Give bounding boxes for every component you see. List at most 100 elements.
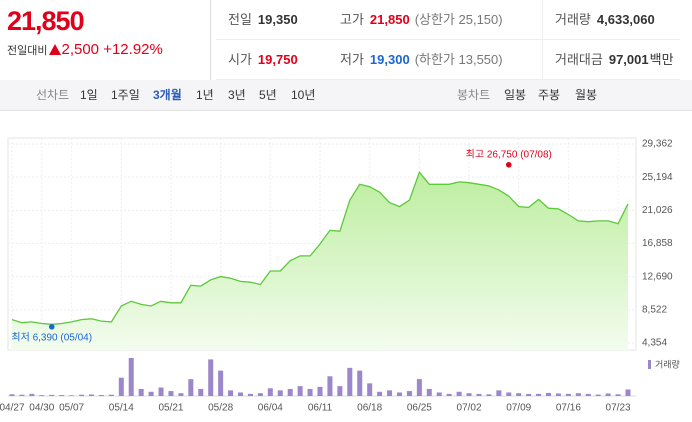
y-tick-label: 12,690 bbox=[642, 271, 673, 282]
tab[interactable]: 3년 bbox=[228, 88, 246, 102]
annotation-dot bbox=[48, 323, 55, 330]
volume-bar bbox=[108, 394, 114, 396]
volume-bar bbox=[238, 392, 244, 396]
y-tick-label: 16,858 bbox=[642, 238, 673, 249]
volume-bar bbox=[406, 391, 412, 396]
y-tick-label: 8,522 bbox=[642, 304, 667, 315]
volume-bar bbox=[476, 393, 482, 396]
volume-bar bbox=[257, 393, 263, 396]
stat-note: (상한가 25,150) bbox=[414, 12, 503, 27]
volume-bar bbox=[49, 394, 55, 396]
change-amount: 2,500 bbox=[61, 41, 100, 58]
volume-bar bbox=[595, 394, 601, 396]
tab[interactable]: 10년 bbox=[291, 88, 316, 102]
volume-bar bbox=[516, 393, 522, 396]
tab[interactable]: 1주일 bbox=[111, 88, 140, 102]
volume-bar bbox=[29, 393, 35, 396]
volume-bar bbox=[148, 391, 154, 396]
area bbox=[12, 172, 628, 350]
volume-bar bbox=[486, 394, 492, 396]
tab: 선차트 bbox=[36, 88, 70, 102]
volume-bar bbox=[247, 393, 253, 396]
legend-swatch bbox=[648, 360, 651, 369]
volume-bar bbox=[39, 395, 45, 396]
volume-bar bbox=[357, 370, 363, 396]
volume-bar bbox=[575, 393, 581, 396]
stat-cell: 거래량 4,633,060 bbox=[542, 0, 680, 40]
stat-value: 19,350 bbox=[257, 12, 298, 27]
volume-bar bbox=[118, 377, 124, 396]
annotation-label: 최저 6,390 (05/04) bbox=[11, 331, 92, 343]
volume-bar bbox=[377, 391, 383, 396]
volume-bar bbox=[526, 393, 532, 396]
volume-bar bbox=[625, 389, 631, 396]
volume-bar bbox=[327, 376, 333, 396]
stat-value: 21,850 bbox=[369, 12, 410, 27]
x-tick-label: 05/28 bbox=[208, 403, 233, 414]
volume-bar bbox=[98, 395, 104, 396]
volume-bar bbox=[615, 394, 621, 396]
volume-bar bbox=[59, 395, 65, 396]
volume-bar bbox=[228, 390, 234, 396]
stat-note: (하한가 13,550) bbox=[414, 52, 503, 67]
tab[interactable]: 주봉 bbox=[538, 88, 561, 102]
tab-bar: 선차트 1일 1주일 3개월 1년 3년 5년 10년 봉차트 일봉 주봉 월봉 bbox=[0, 80, 692, 111]
volume-bar bbox=[158, 387, 164, 396]
volume-bar bbox=[277, 390, 283, 396]
volume-bar bbox=[396, 392, 402, 396]
x-tick-label: 04/30 bbox=[29, 403, 54, 414]
volume-bar bbox=[218, 370, 224, 396]
x-tick-label: 06/18 bbox=[357, 403, 382, 414]
tab[interactable]: 일봉 bbox=[504, 88, 527, 102]
y-tick-label: 4,354 bbox=[642, 338, 667, 349]
stat-label: 전일 bbox=[228, 12, 252, 27]
volume-bar bbox=[496, 390, 502, 396]
x-tick-label: 07/09 bbox=[506, 403, 531, 414]
x-tick-label: 05/14 bbox=[109, 403, 134, 414]
volume-bar bbox=[536, 393, 542, 396]
tab[interactable]: 1년 bbox=[196, 88, 214, 102]
y-tick-label: 21,026 bbox=[642, 205, 673, 216]
x-tick-label: 07/23 bbox=[606, 403, 631, 414]
volume-bar bbox=[605, 393, 611, 396]
stat-value: 19,750 bbox=[257, 52, 298, 67]
volume-bar bbox=[436, 392, 442, 396]
stat-cell: 전일 19,350 bbox=[216, 0, 328, 40]
volume-bar bbox=[337, 386, 343, 396]
x-tick-label: 06/04 bbox=[258, 403, 283, 414]
volume-bar bbox=[168, 391, 174, 396]
volume-bar bbox=[267, 388, 273, 396]
tab[interactable]: 월봉 bbox=[575, 88, 598, 102]
volume-bar bbox=[506, 392, 512, 396]
y-tick-label: 25,194 bbox=[642, 172, 673, 183]
x-tick-label: 07/02 bbox=[457, 403, 482, 414]
stat-label: 저가 bbox=[340, 52, 364, 67]
legend-label: 거래량 bbox=[655, 358, 680, 369]
annotation-dot bbox=[505, 161, 512, 168]
volume-bar bbox=[446, 393, 452, 396]
volume-bar bbox=[466, 393, 472, 396]
stat-label: 거래량 bbox=[555, 12, 591, 27]
volume-bar bbox=[555, 393, 561, 396]
volume-bar bbox=[297, 386, 303, 396]
x-tick-label: 07/16 bbox=[556, 403, 581, 414]
volume-bar bbox=[585, 393, 591, 396]
stat-cell: 시가 19,750 bbox=[216, 40, 328, 80]
volume-bar bbox=[367, 383, 373, 396]
volume-bar bbox=[387, 390, 393, 396]
tab[interactable]: 1일 bbox=[80, 88, 98, 102]
stat-value: 97,001 bbox=[608, 52, 649, 67]
tab[interactable]: 5년 bbox=[259, 88, 277, 102]
volume-bar bbox=[416, 379, 422, 396]
volume-bar bbox=[546, 392, 552, 396]
change: 전일대비 2,500 +12.92% bbox=[7, 41, 163, 58]
volume-bar bbox=[208, 359, 214, 396]
x-tick-label: 05/07 bbox=[59, 403, 84, 414]
tab[interactable]: 3개월 bbox=[153, 88, 182, 102]
change-percent: +12.92% bbox=[103, 41, 163, 58]
volume-bar bbox=[565, 393, 571, 396]
price-box: 21,850 전일대비 2,500 +12.92% bbox=[0, 0, 211, 80]
stat-cell: 저가 19,300 (하한가 13,550) bbox=[328, 40, 542, 80]
up-arrow bbox=[49, 44, 62, 55]
